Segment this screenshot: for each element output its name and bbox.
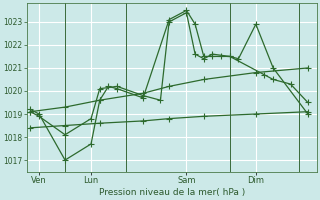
X-axis label: Pression niveau de la mer( hPa ): Pression niveau de la mer( hPa ) <box>99 188 245 197</box>
